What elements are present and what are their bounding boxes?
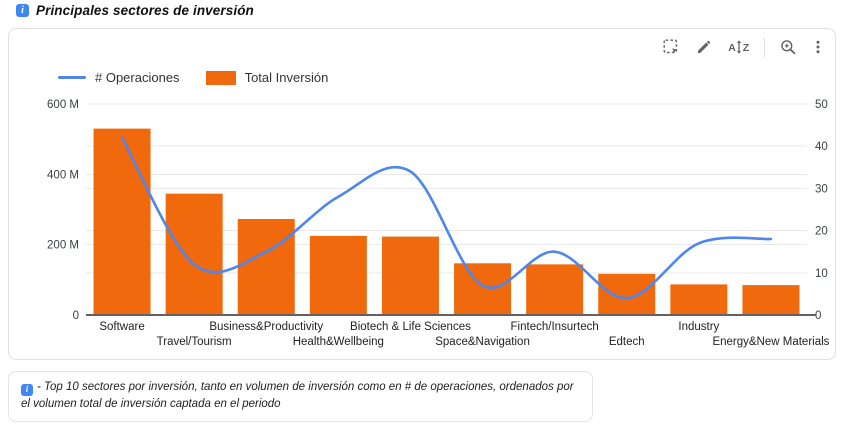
right-axis-label: 20 xyxy=(815,226,828,238)
info-icon: i xyxy=(16,4,29,17)
right-axis-label: 10 xyxy=(815,268,828,280)
bar-travel-tourism[interactable] xyxy=(165,193,223,315)
legend-line-swatch xyxy=(58,76,86,79)
left-axis-label: 400 M xyxy=(47,169,79,181)
x-axis-category-label: Energy&New Materials xyxy=(712,336,829,348)
left-axis-label: 0 xyxy=(73,310,79,322)
right-axis-label: 0 xyxy=(815,310,821,322)
bar-business-productivity[interactable] xyxy=(237,218,295,315)
legend-label-inversion: Total Inversión xyxy=(244,70,329,85)
svg-text:A: A xyxy=(728,42,736,54)
explore-zoom-icon[interactable] xyxy=(778,37,798,57)
chart-legend: # Operaciones Total Inversión xyxy=(58,70,328,85)
more-options-icon[interactable] xyxy=(811,37,825,57)
edit-pencil-icon[interactable] xyxy=(694,37,714,57)
bar-industry[interactable] xyxy=(670,284,728,315)
bar-energy-new-materials[interactable] xyxy=(742,285,800,315)
footnote-text: - Top 10 sectores por inversión, tanto e… xyxy=(21,381,574,411)
right-axis-label: 30 xyxy=(815,183,828,195)
page-title: Principales sectores de inversión xyxy=(36,3,254,18)
line-series-operaciones[interactable] xyxy=(120,136,773,300)
bar-software[interactable] xyxy=(93,128,151,315)
x-axis-category-label: Industry xyxy=(678,321,719,333)
x-axis-category-label: Software xyxy=(99,321,144,333)
left-axis-label: 200 M xyxy=(47,240,79,252)
left-axis-label: 600 M xyxy=(47,99,79,111)
bar-biotech-life-sciences[interactable] xyxy=(381,236,439,315)
x-axis-category-label: Business&Productivity xyxy=(209,321,323,333)
bar-edtech[interactable] xyxy=(598,273,656,315)
x-axis-category-label: Travel/Tourism xyxy=(157,336,232,348)
x-axis-category-label: Health&Wellbeing xyxy=(293,336,384,348)
select-area-icon[interactable] xyxy=(661,37,681,57)
legend-bar-swatch xyxy=(205,70,236,85)
page-header: i Principales sectores de inversión xyxy=(16,3,254,18)
legend-label-operaciones: # Operaciones xyxy=(95,70,180,85)
svg-text:Z: Z xyxy=(743,42,750,54)
x-axis-category-label: Biotech & Life Sciences xyxy=(350,321,471,333)
chart-toolbar: A Z xyxy=(661,37,825,57)
bar-fintech-insurtech[interactable] xyxy=(526,264,584,315)
x-axis-category-label: Edtech xyxy=(609,336,645,348)
x-axis-category-label: Fintech/Insurtech xyxy=(511,321,599,333)
right-axis-label: 50 xyxy=(815,99,828,111)
toolbar-divider xyxy=(764,37,765,57)
bar-health-wellbeing[interactable] xyxy=(309,235,367,315)
chart-footnote: i- Top 10 sectores por inversión, tanto … xyxy=(8,371,593,422)
chart-canvas: 0 200 M 400 M 600 M 0 10 20 30 40 50 Software Trave… xyxy=(47,99,830,348)
x-axis-category-label: Space&Navigation xyxy=(435,336,530,348)
note-info-icon: i xyxy=(21,383,33,396)
right-axis-label: 40 xyxy=(815,141,828,153)
sort-az-icon[interactable]: A Z xyxy=(727,37,751,57)
bar-space-navigation[interactable] xyxy=(454,263,512,315)
chart-card: A Z # Operaciones xyxy=(8,28,836,360)
